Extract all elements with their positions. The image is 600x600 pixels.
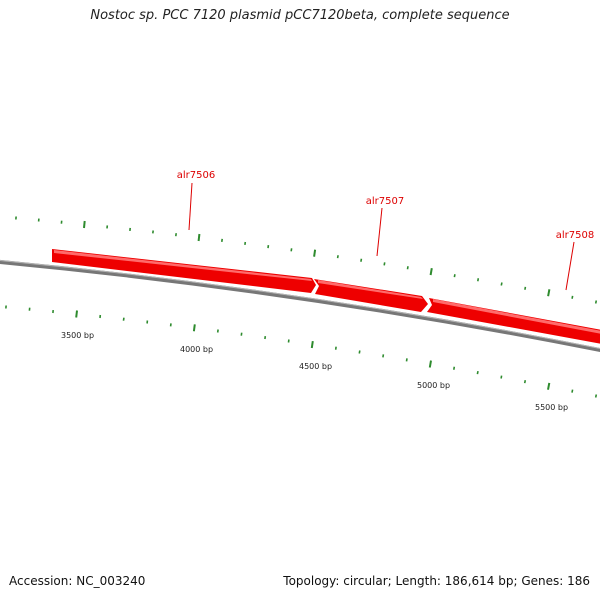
minor-tick (406, 266, 409, 270)
gene-arrow-highlight (433, 299, 600, 334)
bp-label-5000: 5000 bp (417, 381, 450, 390)
gene-label-alr7507[interactable]: alr7507 (366, 196, 404, 207)
minor-tick (358, 350, 361, 354)
gene-arrow[interactable] (427, 298, 600, 344)
minor-tick (336, 255, 339, 259)
major-tick (428, 360, 432, 368)
bp-label-3500: 3500 bp (61, 331, 94, 340)
minor-tick (477, 278, 480, 282)
major-tick (83, 220, 86, 229)
minor-tick (500, 282, 503, 286)
bp-scale-labels: 3500 bp 4000 bp 4500 bp 5000 bp 5500 bp (61, 331, 568, 412)
minor-tick (360, 258, 363, 262)
major-tick (75, 310, 78, 318)
minor-tick (405, 358, 408, 362)
major-tick (192, 324, 196, 332)
minor-tick (382, 354, 385, 358)
major-tick (429, 268, 433, 276)
major-tick (310, 340, 314, 349)
backbone-arc (0, 259, 600, 353)
minor-tick (453, 274, 456, 278)
gene-label-alr7506[interactable]: alr7506 (177, 170, 215, 181)
summary-text: Topology: circular; Length: 186,614 bp; … (283, 574, 590, 588)
major-tick (547, 289, 551, 297)
gene-label-leader (376, 207, 383, 257)
minor-tick (571, 295, 574, 299)
minor-tick (594, 394, 598, 398)
gene-arrow-highlight (318, 280, 423, 299)
gene-label-alr7508[interactable]: alr7508 (556, 230, 594, 241)
gene-track (52, 249, 600, 344)
gene-label-leader (565, 241, 575, 291)
gene-labels: alr7506 alr7507 alr7508 (177, 170, 594, 291)
bp-label-4500: 4500 bp (299, 362, 332, 371)
minor-tick (571, 389, 574, 393)
bp-label-4000: 4000 bp (180, 345, 213, 354)
inner-tick-ring (5, 305, 598, 398)
gene-arrow-highlight (54, 250, 312, 281)
gene-arrow[interactable] (314, 279, 428, 312)
backbone-arc-highlight (0, 259, 600, 350)
minor-tick (383, 262, 386, 266)
minor-tick (523, 380, 527, 384)
minor-tick (594, 300, 598, 304)
minor-tick (476, 370, 479, 375)
major-tick (313, 249, 317, 257)
bp-label-5500: 5500 bp (535, 403, 568, 412)
minor-tick (453, 366, 456, 370)
map-title: Nostoc sp. PCC 7120 plasmid pCC7120beta,… (90, 8, 510, 23)
accession-text: Accession: NC_003240 (9, 574, 146, 588)
gene-arrow[interactable] (52, 249, 316, 293)
outer-tick-ring (15, 216, 598, 304)
gene-label-leader (188, 182, 193, 231)
major-tick (197, 233, 201, 242)
minor-tick (524, 286, 527, 290)
minor-tick (500, 375, 503, 379)
major-tick (547, 382, 551, 390)
